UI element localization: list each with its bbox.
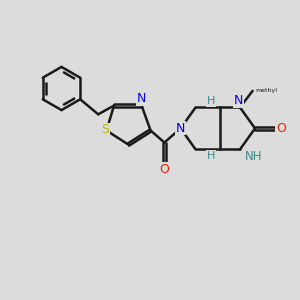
Text: N: N xyxy=(176,122,185,135)
Text: N: N xyxy=(234,94,243,107)
Text: H: H xyxy=(207,96,215,106)
Text: N: N xyxy=(137,92,146,106)
Text: O: O xyxy=(159,163,169,176)
Text: S: S xyxy=(101,123,109,136)
Text: H: H xyxy=(207,151,215,161)
Text: methyl: methyl xyxy=(255,88,277,93)
Text: O: O xyxy=(276,122,286,135)
Text: NH: NH xyxy=(244,149,262,163)
